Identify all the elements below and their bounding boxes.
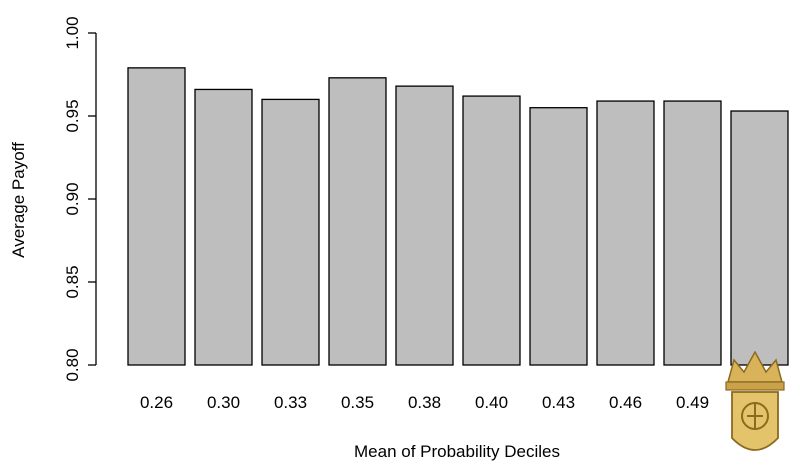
bar-0.33 [261, 98, 320, 366]
bar-0.43 [529, 107, 588, 366]
bar-0.38 [395, 85, 454, 366]
y-axis-ticks: 0.80 0.85 0.90 0.95 1.00 [63, 16, 96, 382]
x-tick-label: 0.30 [207, 393, 240, 412]
x-tick-label: 0.33 [274, 393, 307, 412]
y-tick-label: 0.90 [63, 182, 82, 215]
crown-shield-logo-icon [725, 350, 785, 451]
bar-0.35 [328, 77, 387, 366]
bar-0.30 [194, 88, 253, 366]
y-tick-label: 1.00 [63, 16, 82, 49]
bar-0.54 [730, 110, 789, 366]
y-tick-label: 0.85 [63, 265, 82, 298]
x-tick-label: 0.43 [542, 393, 575, 412]
x-tick-label: 0.46 [609, 393, 642, 412]
x-tick-label: 0.38 [408, 393, 441, 412]
y-tick-label: 0.80 [63, 348, 82, 381]
y-tick-label: 0.95 [63, 99, 82, 132]
x-tick-label: 0.40 [475, 393, 508, 412]
y-axis-title: Average Payoff [9, 142, 28, 258]
x-axis-title: Mean of Probability Deciles [354, 442, 560, 461]
bar-0.49 [663, 100, 722, 366]
x-axis-tick-labels: 0.260.300.330.350.380.400.430.460.490.54 [140, 393, 776, 412]
x-tick-label: 0.49 [676, 393, 709, 412]
bar-0.46 [596, 100, 655, 366]
bar-0.40 [462, 95, 521, 366]
bars-group [127, 67, 789, 366]
x-tick-label: 0.26 [140, 393, 173, 412]
bar-0.26 [127, 67, 186, 366]
x-tick-label: 0.35 [341, 393, 374, 412]
